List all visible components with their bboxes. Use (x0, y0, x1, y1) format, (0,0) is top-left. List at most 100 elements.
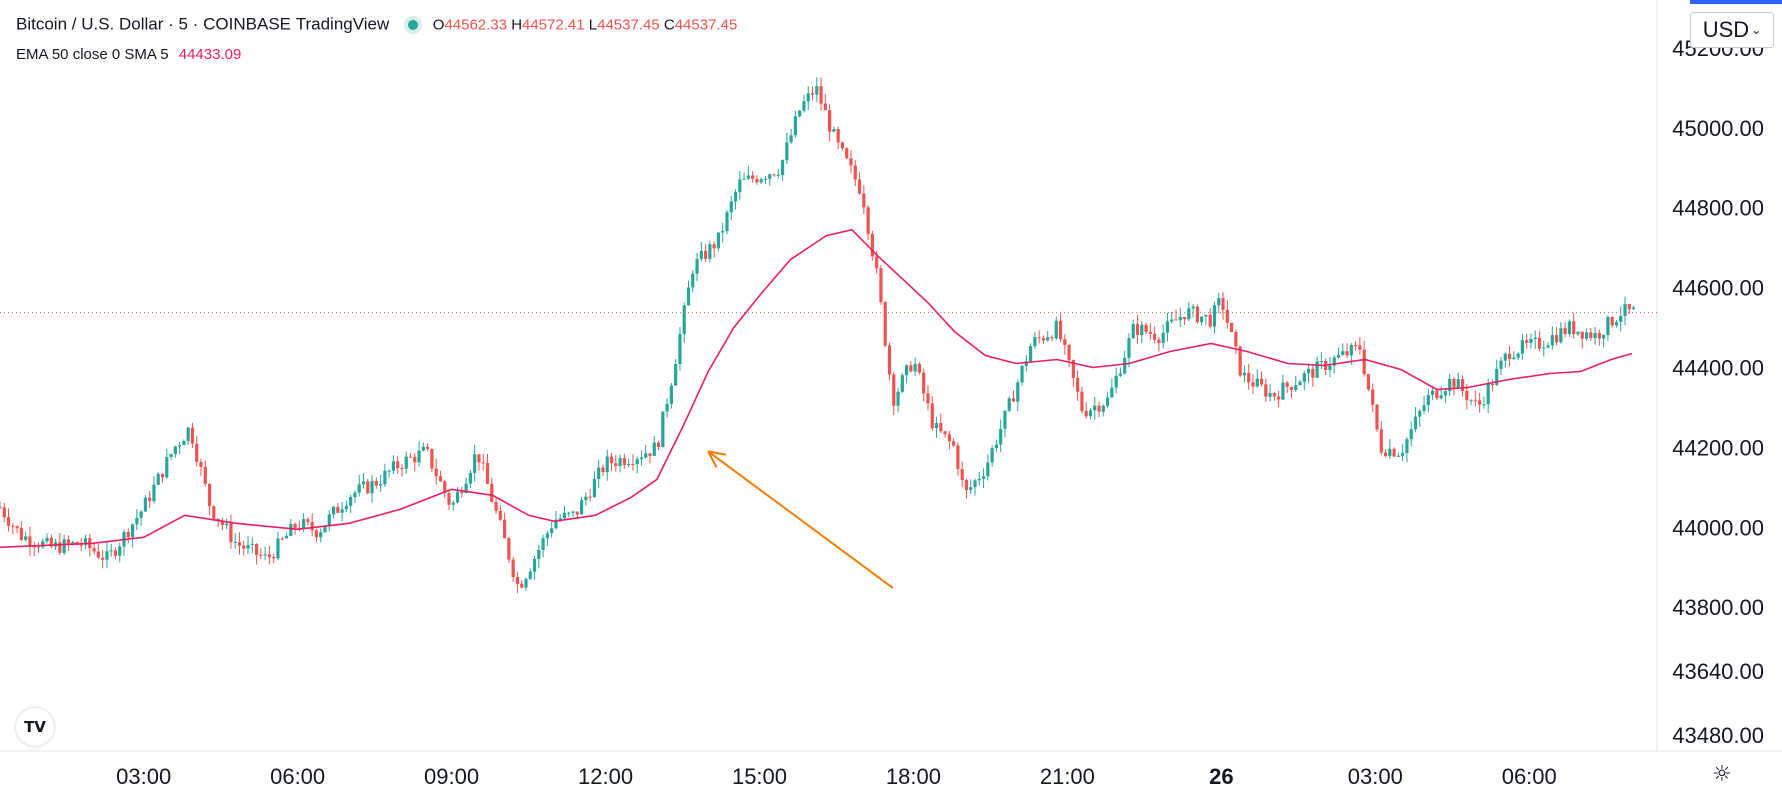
candle-body (956, 445, 960, 470)
candle-body (0, 507, 2, 509)
candle-body (609, 456, 614, 464)
candle-body (1358, 345, 1362, 350)
indicator-legend[interactable]: EMA 50 close 0 SMA 5 44433.09 (16, 46, 241, 63)
candle-body (627, 463, 631, 466)
candle-body (1576, 331, 1580, 335)
interval-value[interactable]: 5 (178, 14, 188, 34)
arrow-head (707, 450, 718, 468)
price-tick-label: 43640.00 (1672, 659, 1764, 684)
candle-body (686, 287, 691, 306)
candle-body (1341, 351, 1345, 355)
candle-body (1097, 405, 1101, 412)
candle-body (1114, 375, 1118, 388)
candle-body (306, 519, 310, 523)
candle-body (143, 497, 147, 512)
time-tick-label: 12:00 (578, 764, 633, 789)
price-axis[interactable]: 45200.0045000.0044800.0044600.0044400.00… (1672, 36, 1764, 748)
candle-body (1401, 452, 1405, 456)
candle-body (135, 517, 139, 525)
candle-body (674, 364, 678, 386)
candle-body (1020, 365, 1024, 383)
sun-settings-icon[interactable]: ☼ (1712, 762, 1732, 787)
candle-body (1105, 397, 1110, 406)
candle-body (665, 403, 669, 412)
candle-body (1148, 331, 1152, 334)
candle-body (233, 542, 237, 544)
candle-body (648, 453, 652, 456)
candle-body (1221, 298, 1225, 310)
candle-body (1182, 317, 1187, 320)
candle-body (319, 532, 323, 538)
candle-body (862, 193, 866, 208)
candle-body (708, 244, 712, 259)
candle-body (293, 523, 297, 529)
candle-body (267, 554, 272, 558)
candle-body (41, 541, 45, 548)
candle-body (1349, 345, 1353, 356)
market-status-icon[interactable] (404, 15, 423, 34)
candle-body (1067, 344, 1071, 361)
candle-body (618, 458, 622, 466)
candle-body (755, 178, 759, 183)
candle-body (1439, 395, 1443, 399)
candle-body (1208, 314, 1212, 327)
candle-body (391, 461, 396, 471)
candle-body (464, 483, 468, 493)
candle-body (331, 506, 336, 515)
tradingview-logo-icon[interactable]: TV (16, 708, 54, 746)
candle-body (1281, 382, 1285, 400)
candle-body (759, 179, 763, 183)
candle-body (1631, 307, 1636, 310)
candle-body (1046, 337, 1050, 341)
candle-body (485, 463, 490, 484)
candle-body (892, 374, 896, 406)
candle-body (1555, 335, 1559, 343)
candle-body (101, 557, 105, 560)
candle-body (169, 454, 173, 458)
candle-body (1366, 374, 1371, 390)
candle-body (207, 483, 212, 507)
annotation-arrow[interactable] (707, 450, 894, 589)
candle-body (1289, 386, 1294, 391)
candle-body (1456, 379, 1460, 388)
candle-body (1584, 332, 1589, 339)
candle-body (1071, 360, 1075, 378)
candle-body (1546, 345, 1550, 348)
time-axis[interactable]: 03:00 06:00 09:00 12:00 15:00 18:00 21:00 26 03:… (116, 764, 1557, 789)
candle-body (823, 103, 827, 111)
currency-button[interactable]: USD ⌄ (1690, 12, 1774, 48)
candle-body (1229, 322, 1234, 332)
candle-body (178, 445, 182, 447)
candle-body (1597, 333, 1601, 339)
candle-body (810, 93, 815, 95)
candle-body (691, 273, 695, 288)
candle-body (396, 461, 400, 469)
candle-body (763, 178, 768, 180)
candle-body (186, 427, 190, 442)
time-tick-label: 09:00 (424, 764, 479, 789)
candle-body (584, 496, 588, 501)
candle-body (669, 385, 673, 404)
candle-body (704, 250, 708, 259)
candle-body (515, 576, 520, 584)
candle-body (986, 462, 990, 477)
open-label: O (432, 16, 445, 34)
candle-body (656, 442, 661, 448)
candle-body (1037, 337, 1041, 339)
indicator-label[interactable]: EMA 50 close 0 SMA 5 (16, 46, 169, 63)
candle-body (1525, 340, 1529, 343)
candle-body (148, 497, 152, 502)
candle-body (1503, 353, 1507, 361)
candle-body (1362, 349, 1366, 375)
candle-body (1388, 448, 1392, 457)
candle-body (1589, 332, 1593, 339)
symbol-name[interactable]: Bitcoin / U.S. Dollar (16, 14, 164, 34)
symbol-legend: Bitcoin / U.S. Dollar · 5 · COINBASE Tra… (16, 14, 737, 35)
candle-body (1465, 391, 1469, 401)
candle-body (353, 492, 357, 498)
price-tick-label: 44800.00 (1672, 196, 1764, 221)
candle-body (802, 101, 806, 111)
candle-body (699, 250, 703, 259)
